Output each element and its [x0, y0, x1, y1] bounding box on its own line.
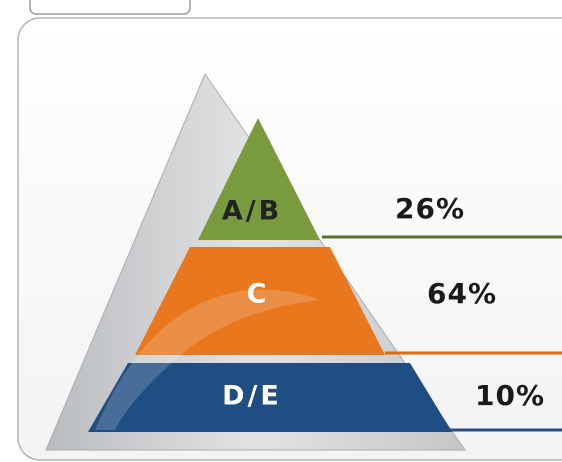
- category-label: D/E: [222, 381, 282, 412]
- top-box: [29, 0, 191, 15]
- pyramid-layer: [88, 363, 452, 432]
- value-label: 64%: [427, 277, 497, 310]
- pyramid-layer: [135, 247, 385, 355]
- pyramid-layer: [198, 118, 320, 240]
- highlight: [95, 289, 320, 430]
- value-label: 26%: [395, 192, 465, 225]
- category-label: A/B: [222, 196, 282, 227]
- category-label: C: [247, 279, 270, 310]
- value-label: 10%: [475, 379, 545, 412]
